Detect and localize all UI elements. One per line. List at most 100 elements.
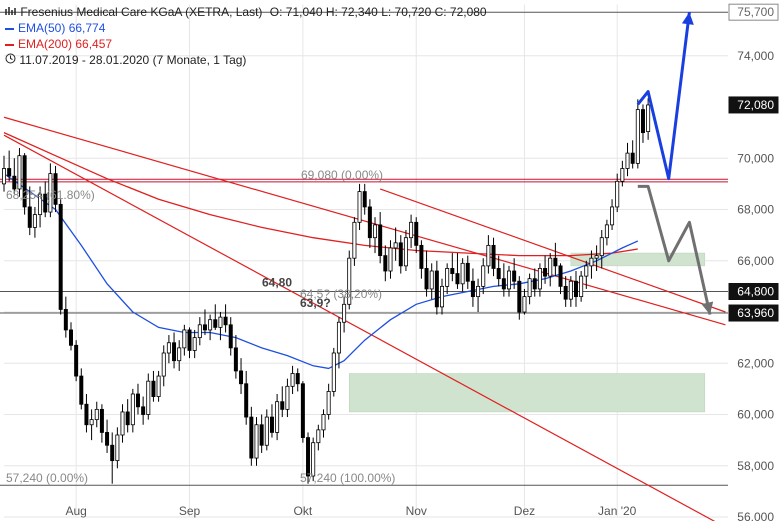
candle-body: [445, 268, 450, 287]
x-axis: Aug Sep Okt Nov Dez Jan '20: [65, 504, 636, 518]
candle-body: [202, 324, 207, 331]
candle-body: [429, 270, 434, 290]
candle-body: [517, 280, 522, 313]
candle-body: [187, 329, 192, 351]
forecast-down-arrow: [637, 184, 712, 315]
ema200-line: [3, 132, 638, 257]
support-zones: [349, 252, 706, 413]
candle-body: [182, 329, 187, 349]
legend-ema200-value: 66,457: [75, 37, 113, 51]
candle-body: [58, 203, 63, 310]
price-tag: [728, 96, 779, 114]
candle-body: [172, 342, 177, 362]
candle-body: [558, 265, 563, 287]
y-tick-label: 56,000: [737, 510, 774, 521]
x-tick-label: Aug: [65, 504, 86, 518]
candle-body: [130, 393, 135, 426]
candle-body: [316, 429, 321, 444]
legend-ohlc: O: 71,040 H: 72,340 L: 70,720 C: 72,080: [269, 5, 487, 19]
candle-body: [424, 268, 429, 290]
candle-body: [254, 424, 259, 459]
chart-legend: Fresenius Medical Care KGaA (XETRA, Last…: [5, 4, 487, 68]
candle-body: [94, 408, 99, 421]
legend-ema50-value: 66,774: [68, 21, 106, 35]
candle-body: [506, 270, 511, 290]
legend-title: Fresenius Medical Care KGaA (XETRA, Last…: [20, 5, 263, 19]
candle-body: [635, 109, 640, 164]
candle-body: [89, 419, 94, 426]
candle-body: [486, 244, 491, 267]
candle-body: [68, 329, 73, 346]
candle-body: [604, 224, 609, 239]
y-tick-label: 68,000: [737, 203, 774, 217]
candle-body: [290, 373, 295, 387]
candle-body: [110, 444, 115, 462]
support-zone: [349, 373, 706, 413]
candle-body: [192, 337, 197, 351]
candle-body: [378, 224, 383, 257]
candle-body: [440, 285, 445, 308]
candle-body: [321, 414, 326, 431]
clock-icon: [5, 53, 19, 67]
candle-body: [233, 347, 238, 372]
candle-body: [336, 321, 341, 354]
candle-body: [465, 262, 470, 282]
candle-body: [367, 206, 372, 239]
ema50-line: [3, 173, 639, 370]
legend-ema50-row: EMA(50) 66,774: [5, 20, 487, 36]
candle-body: [264, 416, 269, 446]
candle-body: [151, 380, 156, 397]
forecast-up-arrow: [636, 12, 691, 181]
fib-label: 69,080 (0.00%): [301, 168, 383, 182]
candle-body: [630, 152, 635, 164]
chart-icon: [5, 5, 20, 19]
candle-body: [553, 257, 558, 267]
candle-body: [455, 273, 460, 285]
candle-body: [79, 375, 84, 405]
candle-body: [12, 175, 17, 190]
candle-body: [501, 278, 506, 290]
price-tag-label: 72,080: [737, 98, 774, 112]
candle-body: [568, 280, 573, 300]
candle-body: [352, 221, 357, 259]
candle-body: [342, 303, 347, 323]
fibonacci-labels: 68,254 (61.80%) 69,080 (0.00%) 64,80 64,5? …: [6, 168, 395, 485]
fib-label: 57,240 (0.00%): [6, 471, 88, 485]
candle-body: [208, 319, 213, 331]
candle-body: [275, 401, 280, 433]
candle-body: [599, 237, 604, 257]
candle-body: [326, 391, 331, 415]
candle-body: [99, 408, 104, 433]
candle-body: [63, 309, 68, 331]
legend-period-row: 11.07.2019 - 28.01.2020 (7 Monate, 1 Tag…: [5, 52, 487, 68]
y-tick-label: 74,000: [737, 49, 774, 63]
fib-label: 57,240 (100.00%): [300, 471, 395, 485]
horizontal-levels: [0, 11, 728, 486]
trendline: [3, 134, 716, 521]
y-tick-label: 58,000: [737, 459, 774, 473]
candle-body: [419, 244, 424, 269]
fib-label: 64,5? (38,20%): [300, 287, 382, 301]
candle-body: [43, 193, 48, 213]
candle-body: [48, 173, 53, 213]
candle-body: [84, 403, 89, 426]
grid-lines: [4, 4, 728, 518]
candle-body: [228, 324, 233, 349]
candle-body: [398, 242, 403, 267]
y-axis: 56,00058,00060,00062,00064,00066,00068,0…: [728, 3, 779, 521]
candle-body: [548, 257, 553, 277]
candle-body: [146, 380, 151, 415]
candle-body: [357, 191, 362, 223]
candle-body: [620, 168, 625, 182]
candle-body: [409, 221, 414, 239]
y-tick-label: 60,000: [737, 408, 774, 422]
candle-body: [177, 347, 182, 362]
candle-body: [362, 191, 367, 208]
candle-body: [120, 411, 125, 436]
candle-body: [213, 319, 218, 328]
candle-body: [280, 401, 285, 410]
candle-body: [141, 406, 146, 415]
candle-body: [311, 442, 316, 477]
candles: [2, 98, 651, 484]
